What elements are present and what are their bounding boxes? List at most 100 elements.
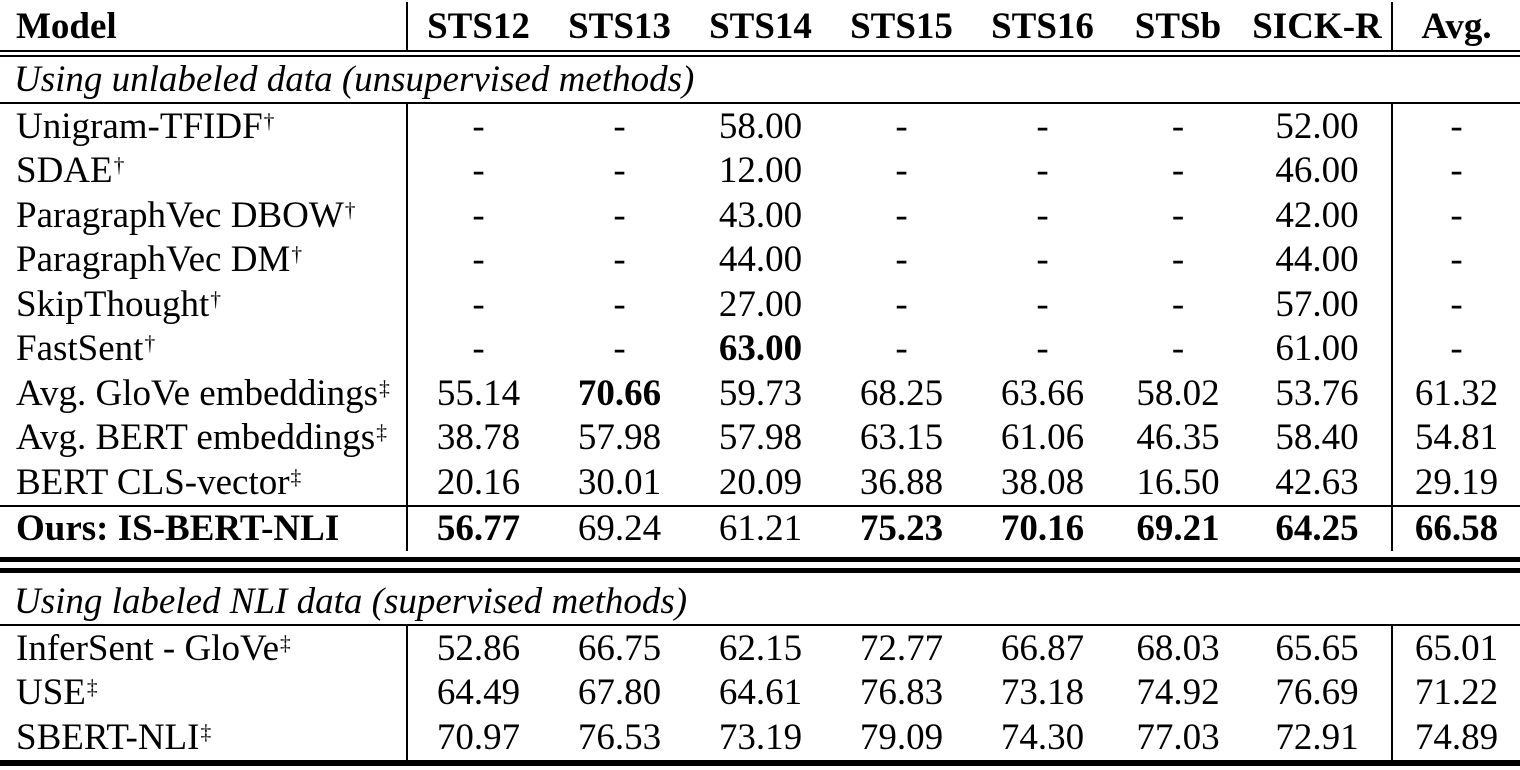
column-header-sts15: STS15: [850, 5, 953, 47]
score-value: 64.25: [1275, 508, 1359, 550]
model-name-label: USE: [16, 672, 86, 714]
score-value: 67.80: [577, 672, 662, 714]
column-header-sts12: STS12: [427, 5, 530, 47]
score-value: 76.69: [1275, 672, 1359, 714]
score-value: -: [472, 194, 485, 236]
section-title-supervised: Using labeled NLI data (supervised metho…: [14, 581, 688, 622]
model-name-label: ParagraphVec DBOW: [16, 194, 344, 236]
avg-value: -: [1391, 193, 1520, 238]
score-value: -: [1171, 150, 1185, 192]
score-value: -: [613, 150, 626, 192]
model-name-label: SBERT-NLI: [16, 716, 200, 758]
score-value: -: [613, 328, 626, 370]
score-value: 73.18: [1000, 672, 1085, 714]
score-value: 16.50: [1136, 461, 1220, 503]
horizontal-rule: [0, 624, 1520, 626]
score-value: -: [1036, 283, 1049, 325]
score-value: 68.03: [1136, 627, 1220, 669]
score-value: 59.73: [718, 372, 803, 414]
score-value: 64.49: [436, 672, 521, 714]
bottom-rule: [0, 759, 1520, 766]
model-name-label: BERT CLS-vector: [16, 461, 290, 503]
score-value: -: [1171, 328, 1185, 370]
avg-value: -: [1391, 282, 1520, 327]
table-row: ParagraphVec DM † - -44.00- - -44.00-: [0, 237, 1520, 282]
score-value: 57.98: [718, 417, 803, 459]
score-value: 42.63: [1275, 461, 1359, 503]
score-value: 63.15: [859, 417, 944, 459]
score-value: 70.16: [1000, 508, 1085, 550]
horizontal-rule: [0, 102, 1520, 104]
avg-value: 71.22: [1391, 670, 1520, 715]
score-value: 76.83: [859, 672, 944, 714]
score-value: -: [1036, 328, 1049, 370]
model-name: InferSent - GloVe ‡: [0, 626, 408, 671]
model-name: SDAE †: [0, 148, 408, 193]
avg-value: 29.19: [1391, 460, 1520, 505]
rows-ours: Ours: IS-BERT-NLI 56.77 69.24 61.21 75.23 70.…: [0, 506, 1520, 551]
score-value: -: [1036, 105, 1049, 147]
score-value: -: [1171, 239, 1185, 281]
score-value: 70.66: [577, 372, 662, 414]
model-name: Avg. GloVe embeddings ‡: [0, 371, 408, 416]
section-divider-double-rule: [0, 557, 1520, 573]
table-row: Ours: IS-BERT-NLI 56.77 69.24 61.21 75.23 70.…: [0, 506, 1520, 551]
score-value: -: [472, 328, 485, 370]
score-value: 68.25: [859, 372, 944, 414]
model-name-label: ParagraphVec DM: [16, 239, 291, 281]
score-value: -: [613, 283, 626, 325]
score-value: 38.08: [1000, 461, 1085, 503]
score-value: 57.00: [1275, 283, 1359, 325]
model-name-label: Avg. BERT embeddings: [16, 417, 376, 459]
avg-value: -: [1391, 148, 1520, 193]
table-row: Unigram-TFIDF † - -58.00- - -52.00-: [0, 104, 1520, 149]
avg-value: 65.01: [1391, 626, 1520, 671]
model-name-label: Ours: IS-BERT-NLI: [16, 508, 340, 550]
column-header-sts16: STS16: [991, 5, 1094, 47]
score-value: 76.53: [577, 716, 662, 758]
model-name-label: SkipThought: [16, 283, 210, 325]
score-value: -: [1036, 150, 1049, 192]
table-row: FastSent † - -63.00- - -61.00-: [0, 326, 1520, 371]
score-value: 70.97: [436, 716, 521, 758]
table-row: SkipThought † - -27.00- - -57.00-: [0, 282, 1520, 327]
score-value: 46.35: [1136, 417, 1220, 459]
horizontal-rule: [0, 504, 1520, 507]
score-value: 66.87: [1000, 627, 1085, 669]
score-value: -: [1036, 194, 1049, 236]
score-value: 77.03: [1136, 716, 1220, 758]
model-name-label: Avg. GloVe embeddings: [16, 372, 379, 414]
score-value: 46.00: [1275, 150, 1359, 192]
score-value: 58.00: [718, 105, 803, 147]
score-value: 52.86: [436, 627, 521, 669]
table-row: ParagraphVec DBOW † - -43.00- - -42.00-: [0, 193, 1520, 238]
column-header-sts13: STS13: [568, 5, 671, 47]
score-value: -: [895, 283, 908, 325]
score-value: -: [472, 239, 485, 281]
score-value: -: [895, 150, 908, 192]
score-value: 44.00: [718, 239, 803, 281]
model-name: USE ‡: [0, 670, 408, 715]
score-value: 64.61: [718, 672, 803, 714]
score-value: -: [895, 105, 908, 147]
score-value: 30.01: [577, 461, 662, 503]
score-value: 20.09: [718, 461, 803, 503]
score-value: 61.00: [1275, 328, 1359, 370]
score-value: 66.75: [577, 627, 662, 669]
score-value: 12.00: [718, 150, 803, 192]
model-name: SkipThought †: [0, 282, 408, 327]
model-name-label: Unigram-TFIDF: [16, 105, 263, 147]
model-name: FastSent †: [0, 326, 408, 371]
score-value: 75.23: [859, 508, 944, 550]
table-row: USE ‡ 64.49 67.80 64.61 76.83 73.18 74.92 76.69 7…: [0, 670, 1520, 715]
score-value: -: [472, 283, 485, 325]
model-name: Avg. BERT embeddings ‡: [0, 415, 408, 460]
score-value: -: [613, 105, 626, 147]
score-value: 63.00: [718, 328, 803, 370]
avg-value: -: [1391, 326, 1520, 371]
model-name-label: SDAE: [16, 150, 113, 192]
avg-value: -: [1391, 237, 1520, 282]
score-value: 63.66: [1000, 372, 1085, 414]
model-name-label: InferSent - GloVe: [16, 627, 280, 669]
avg-value: -: [1391, 104, 1520, 149]
